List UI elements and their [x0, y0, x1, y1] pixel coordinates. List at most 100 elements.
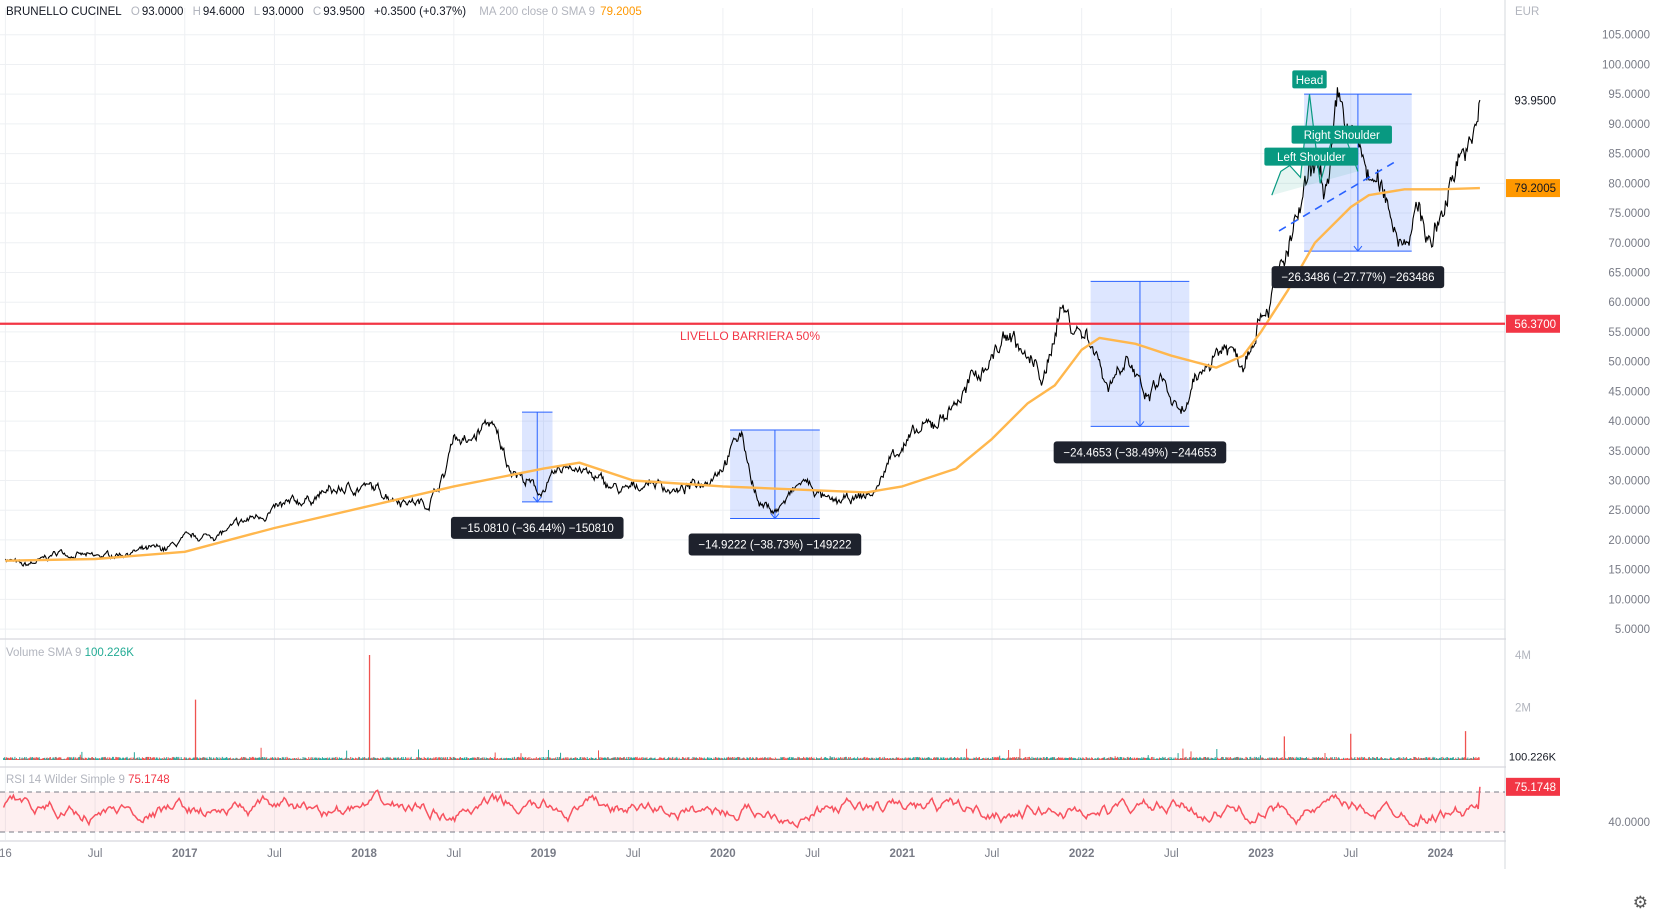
price-tick-label: 30.0000 [1608, 476, 1650, 488]
rsi-legend-label: RSI 14 Wilder Simple 9 [6, 774, 125, 786]
price-axis[interactable]: EUR 105.0000 100.0000 95.0000 90.0000 85.0000… [1506, 0, 1658, 869]
time-tick-label: Jul [805, 848, 820, 860]
rsi-last-bg [1506, 777, 1560, 796]
pattern-label-3: Right Shoulder [1304, 130, 1380, 142]
measure-arrow-head [1353, 245, 1363, 252]
barrier-label: LIVELLO BARRIERA 50% [680, 329, 820, 343]
pattern-label-box[interactable] [1291, 125, 1392, 144]
price-tick-label: 25.0000 [1608, 505, 1650, 517]
time-tick-label: Jul [88, 848, 103, 860]
time-tick-label: Jul [985, 848, 1000, 860]
price-tick-label: 105.0000 [1602, 30, 1650, 42]
pattern-label-box[interactable] [1292, 70, 1327, 89]
gear-icon[interactable]: ⚙ [1632, 893, 1648, 912]
currency-label[interactable]: EUR [1515, 6, 1539, 18]
rsi-tick-label: 40.0000 [1608, 817, 1650, 829]
price-series [4, 87, 1481, 567]
measure-label-box [1271, 266, 1445, 289]
volume-legend-label: Volume SMA 9 [6, 647, 82, 659]
price-tick-label: 20.0000 [1608, 535, 1650, 547]
measure-label-4: −26.3486 (−27.77%) −263486 [1281, 272, 1434, 284]
pattern-label-1: Left Shoulder [1277, 152, 1346, 164]
rsi-line [2, 786, 1481, 829]
measure-label-2: −14.9222 (−38.73%) −149222 [698, 540, 851, 552]
grid-lines [0, 8, 1505, 840]
price-tick-label: 45.0000 [1608, 386, 1650, 398]
measure-label-3: −24.4653 (−38.49%) −244653 [1063, 447, 1216, 459]
price-tick-label: 90.0000 [1608, 119, 1650, 131]
barrier-line[interactable]: LIVELLO BARRIERA 50% [0, 322, 1505, 343]
measure-labels: −15.0810 (−36.44%) −150810 −14.9222 (−38.… [450, 266, 1445, 556]
measure-arrow-head [770, 513, 780, 520]
price-tick-label: 60.0000 [1608, 297, 1650, 309]
price-tick-label: 10.0000 [1608, 594, 1650, 606]
ma-line [5, 186, 1480, 562]
low-value: 93.0000 [262, 6, 304, 18]
price-tick-label: 55.0000 [1608, 327, 1650, 339]
measure-arrow-head [1135, 421, 1145, 428]
measure-label-box [1053, 441, 1227, 464]
measure-label-1: −15.0810 (−36.44%) −150810 [461, 523, 614, 535]
measure-label-box [450, 516, 624, 539]
pattern-label-box[interactable] [1264, 147, 1359, 166]
price-tick-label: 40.0000 [1608, 416, 1650, 428]
measure-label-box [688, 533, 862, 556]
price-tick-label: 95.0000 [1608, 89, 1650, 101]
volume-tick-label: 4M [1515, 650, 1531, 662]
ma-legend-label[interactable]: MA 200 close 0 SMA 9 [479, 6, 595, 18]
low-label: L [253, 6, 261, 18]
time-tick-label: 2023 [1248, 848, 1274, 860]
symbol-legend[interactable]: BRUNELLO CUCINEL O 93.0000 H 94.6000 L 93.0… [6, 6, 642, 18]
pane-separators [0, 0, 1658, 869]
price-line [4, 87, 1481, 567]
price-tick-label: 15.0000 [1608, 565, 1650, 577]
measure-boxes[interactable] [521, 93, 1412, 520]
close-label: C [312, 6, 322, 18]
symbol-name[interactable]: BRUNELLO CUCINEL [6, 6, 122, 18]
pattern-label-2: Head [1296, 75, 1324, 87]
time-tick-label: Jul [1343, 848, 1358, 860]
price-axis-bg [1506, 0, 1658, 869]
volume-legend-value: 100.226K [84, 647, 134, 659]
volume-last-bg [1506, 748, 1560, 766]
time-tick-label: Jul [1164, 848, 1179, 860]
rsi-last-label: 75.1748 [1514, 782, 1556, 794]
ma-price-label: 79.2005 [1514, 183, 1556, 195]
ma-price-label-bg [1506, 179, 1560, 198]
last-price-label: 93.9500 [1514, 95, 1556, 107]
measure-arrow-head [532, 496, 542, 503]
volume-tick-label: 2M [1515, 703, 1531, 715]
volume-legend[interactable]: Volume SMA 9 100.226K [6, 647, 134, 659]
volume-last-label: 100.226K [1509, 751, 1557, 763]
barrier-price-label-bg [1506, 314, 1560, 333]
time-tick-label: 2022 [1069, 848, 1095, 860]
rsi-series [2, 786, 1481, 829]
change-value: +0.3500 (+0.37%) [373, 6, 467, 18]
time-tick-label: Jul [446, 848, 461, 860]
price-tick-label: 85.0000 [1608, 149, 1650, 161]
volume-bars [3, 655, 1480, 760]
rsi-legend[interactable]: RSI 14 Wilder Simple 9 75.1748 [6, 774, 170, 786]
head-shoulders-pattern[interactable]: Left Shoulder Head Right Shoulder [1264, 70, 1395, 232]
high-label: H [192, 6, 201, 18]
price-tick-label: 100.0000 [1602, 59, 1650, 71]
price-tick-label: 35.0000 [1608, 446, 1650, 458]
time-axis[interactable]: 16 Jul 2017 Jul 2018 Jul 2019 Jul 2020 Jul 2021 Jul… [0, 848, 1454, 860]
price-tick-label: 80.0000 [1608, 178, 1650, 190]
high-value: 94.6000 [202, 6, 245, 18]
rsi-legend-value: 75.1748 [128, 774, 170, 786]
price-tick-label: 75.0000 [1608, 208, 1650, 220]
time-tick-label: 2024 [1428, 848, 1454, 860]
time-tick-label: 2017 [172, 848, 198, 860]
close-value: 93.9500 [323, 6, 365, 18]
price-tick-label: 70.0000 [1608, 238, 1650, 250]
price-tick-label: 50.0000 [1608, 357, 1650, 369]
time-tick-label: 2021 [889, 848, 915, 860]
open-value: 93.0000 [141, 6, 184, 18]
barrier-price-label: 56.3700 [1514, 319, 1556, 331]
open-label: O [130, 6, 140, 18]
time-tick-label: 2020 [710, 848, 736, 860]
time-tick-label: Jul [267, 848, 282, 860]
time-tick-label: 2018 [351, 848, 377, 860]
